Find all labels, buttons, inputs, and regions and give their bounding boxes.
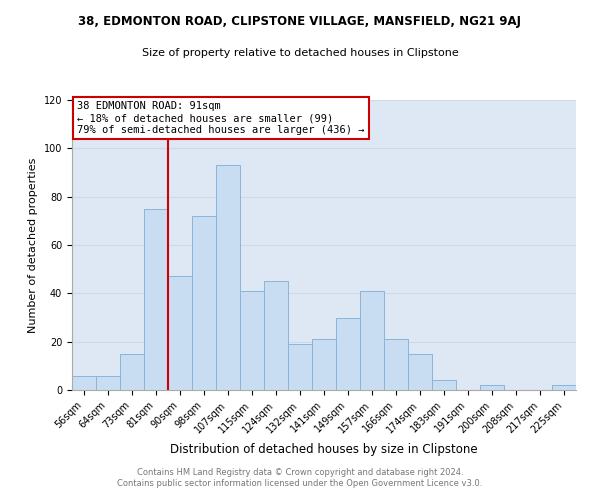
Bar xyxy=(432,380,456,390)
X-axis label: Distribution of detached houses by size in Clipstone: Distribution of detached houses by size … xyxy=(170,443,478,456)
Bar xyxy=(264,281,288,390)
Text: 38, EDMONTON ROAD, CLIPSTONE VILLAGE, MANSFIELD, NG21 9AJ: 38, EDMONTON ROAD, CLIPSTONE VILLAGE, MA… xyxy=(79,15,521,28)
Bar xyxy=(480,385,504,390)
Bar xyxy=(96,376,120,390)
Y-axis label: Number of detached properties: Number of detached properties xyxy=(28,158,38,332)
Bar xyxy=(240,291,264,390)
Bar xyxy=(168,276,192,390)
Bar xyxy=(192,216,216,390)
Bar xyxy=(144,209,168,390)
Text: Size of property relative to detached houses in Clipstone: Size of property relative to detached ho… xyxy=(142,48,458,58)
Bar xyxy=(384,339,408,390)
Bar xyxy=(72,376,96,390)
Bar xyxy=(120,354,144,390)
Bar xyxy=(408,354,432,390)
Bar xyxy=(336,318,360,390)
Bar xyxy=(288,344,312,390)
Bar xyxy=(216,166,240,390)
Bar xyxy=(360,291,384,390)
Text: Contains HM Land Registry data © Crown copyright and database right 2024.
Contai: Contains HM Land Registry data © Crown c… xyxy=(118,468,482,487)
Bar xyxy=(552,385,576,390)
Text: 38 EDMONTON ROAD: 91sqm
← 18% of detached houses are smaller (99)
79% of semi-de: 38 EDMONTON ROAD: 91sqm ← 18% of detache… xyxy=(77,102,365,134)
Bar xyxy=(312,339,336,390)
